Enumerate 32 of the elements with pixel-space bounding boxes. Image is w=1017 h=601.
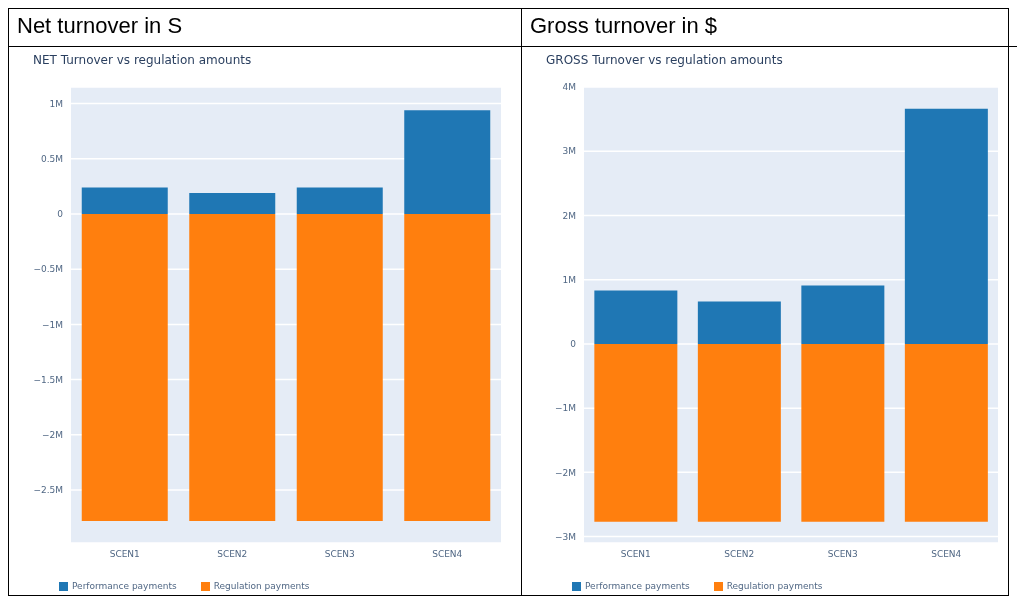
y-tick-label: −2M: [41, 429, 63, 440]
legend-label: Performance payments: [585, 581, 690, 591]
y-tick-label: 0: [57, 209, 64, 220]
x-tick-label: SCEN3: [827, 549, 858, 560]
x-tick-label: SCEN1: [620, 549, 651, 560]
x-tick-label: SCEN4: [931, 549, 962, 560]
x-tick-label: SCEN2: [724, 549, 755, 560]
legend-label: Regulation payments: [213, 581, 310, 591]
y-tick-label: 2M: [562, 210, 576, 221]
y-tick-label: 1M: [49, 98, 63, 109]
y-tick-label: −3M: [554, 531, 576, 542]
y-tick-label: 0.5M: [40, 153, 63, 164]
y-tick-label: 4M: [562, 82, 576, 93]
legend-label: Performance payments: [72, 581, 177, 591]
chart-subtitle: GROSS Turnover vs regulation amounts: [546, 53, 783, 67]
legend-label: Regulation payments: [726, 581, 823, 591]
chart-subtitle: NET Turnover vs regulation amounts: [33, 53, 252, 67]
y-tick-label: −0.5M: [33, 264, 63, 275]
y-tick-label: 0: [570, 339, 577, 350]
y-tick-label: −1M: [554, 403, 576, 414]
y-tick-label: −2.5M: [33, 485, 63, 496]
x-tick-label: SCEN1: [109, 549, 140, 560]
y-tick-label: −2M: [554, 467, 576, 478]
x-tick-label: SCEN2: [217, 549, 248, 560]
x-tick-label: SCEN4: [432, 549, 463, 560]
y-tick-label: −1M: [41, 319, 63, 330]
y-tick-label: −1.5M: [33, 374, 63, 385]
chart-title: Net turnover in S: [9, 9, 521, 47]
chart-title: Gross turnover in $: [522, 9, 1017, 47]
y-tick-label: 1M: [562, 274, 576, 285]
y-tick-label: 3M: [562, 146, 576, 157]
x-tick-label: SCEN3: [324, 549, 355, 560]
